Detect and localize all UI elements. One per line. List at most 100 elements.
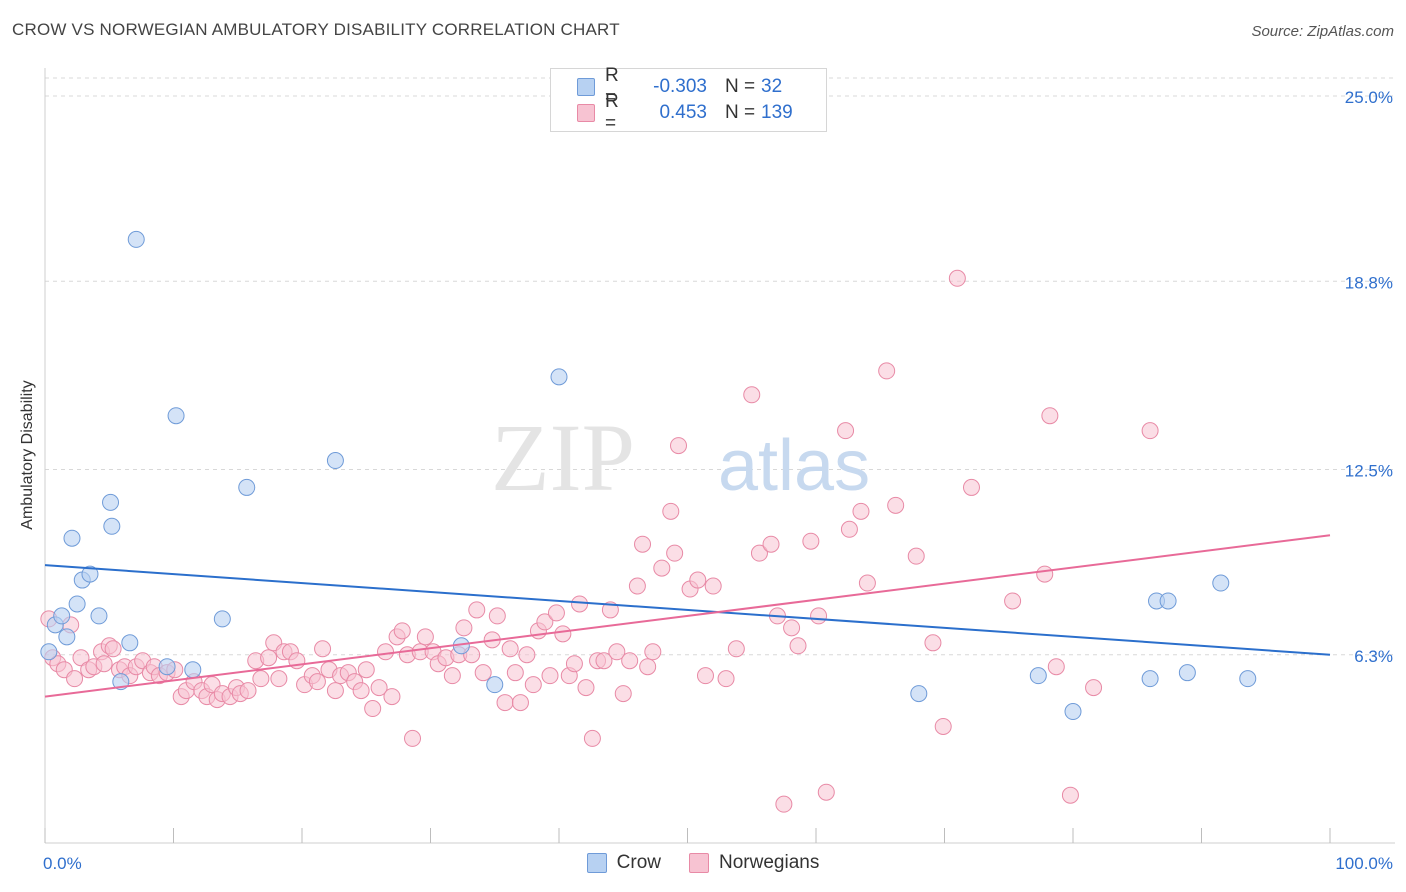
norwegians-point [377,643,395,661]
norwegians-points [40,269,1159,813]
norwegians-point [595,652,613,670]
legend-crow-label: Crow [616,852,661,873]
crow-swatch [586,853,607,873]
y-tick-label: 12.5% [1345,462,1393,481]
crow-point [1159,592,1177,610]
norwegians-point [924,634,942,652]
norwegians-point [308,673,326,691]
crow-swatch [577,78,595,96]
legend-n-value: 32 [761,76,783,97]
axes [44,68,1395,844]
norwegians-point [666,544,684,562]
norwegians-point [608,643,626,661]
norwegians-point [662,502,680,520]
norwegians-point [1141,422,1159,440]
y-tick-label: 18.8% [1345,273,1393,292]
norwegians-point [750,544,768,562]
legend-n-label: N = [725,102,756,123]
norwegians-point [670,437,688,455]
norwegians-point [404,729,422,747]
crow-point [238,478,256,496]
norwegians-point [601,601,619,619]
watermark: ZIP atlas [491,404,870,511]
norwegians-point [887,496,905,514]
legend-item-norwegians[interactable]: Norwegians [689,852,819,874]
norwegians-point [455,619,473,637]
crow-trend-line [44,564,1331,656]
norwegians-point [704,577,722,595]
norwegians-point [634,535,652,553]
crow-point [486,676,504,694]
norwegians-point [628,577,646,595]
norwegians-point [583,729,601,747]
norwegians-point [468,601,486,619]
norwegians-point [270,670,288,688]
norwegians-swatch [577,104,595,122]
crow-point [158,658,176,676]
crow-point [103,517,121,535]
norwegians-point [878,362,896,380]
crow-point [167,407,185,425]
crow-point [58,628,76,646]
x-tick-label: 0.0% [43,854,82,873]
crow-point [81,565,99,583]
norwegians-point [810,607,828,625]
norwegians-point [644,643,662,661]
norwegians-point [496,694,514,712]
norwegians-trend-line [44,534,1331,698]
norwegians-point [66,670,84,688]
legend-r-value: -0.303 [653,76,707,97]
norwegians-point [364,700,382,718]
norwegians-point [326,682,344,700]
norwegians-point [762,535,780,553]
norwegians-point [393,622,411,640]
norwegians-point [541,667,559,685]
norwegians-point [621,652,639,670]
crow-point [326,452,344,470]
norwegians-point [511,694,529,712]
norwegians-point [260,649,278,667]
norwegians-point [239,682,257,700]
norwegians-point [501,640,519,658]
norwegians-point [314,640,332,658]
norwegians-point [934,717,952,735]
norwegians-point [554,625,572,643]
norwegians-point [743,386,761,404]
crow-point [127,230,145,248]
crow-point [1064,703,1082,721]
legend-item-crow[interactable]: Crow [586,852,661,874]
norwegians-point [840,520,858,538]
crow-point [1239,670,1257,688]
legend-row-norwegians: R = 0.453 N = 139 [577,91,797,134]
norwegians-point [1036,565,1054,583]
norwegians-point [696,667,714,685]
norwegians-point [775,795,793,813]
norwegians-point [416,628,434,646]
norwegians-point [352,682,370,700]
norwegians-point [653,559,671,577]
norwegians-point [104,640,122,658]
norwegians-point [252,670,270,688]
gridlines [45,77,1395,656]
norwegians-point [789,637,807,655]
norwegians-point [383,688,401,706]
norwegians-point [524,676,542,694]
norwegians-point [577,679,595,697]
source-label: Source: ZipAtlas.com [1251,23,1394,40]
y-tick-label: 25.0% [1345,88,1393,107]
crow-point [90,607,108,625]
norwegians-point [852,502,870,520]
legend-n-label: N = [725,76,756,97]
correlation-legend: R = -0.303 N = 32 R = 0.453 N = 139 [550,65,827,134]
norwegians-point [1041,407,1059,425]
legend-norwegians-label: Norwegians [719,852,820,873]
chart-title: CROW VS NORWEGIAN AMBULATORY DISABILITY … [12,20,620,39]
crow-point [121,634,139,652]
watermark-zip: ZIP [491,404,635,511]
norwegians-point [783,619,801,637]
legend-r-label: R = [605,65,619,108]
crow-point [102,493,120,511]
crow-point [550,368,568,386]
legend-r-value: 0.453 [659,102,707,123]
